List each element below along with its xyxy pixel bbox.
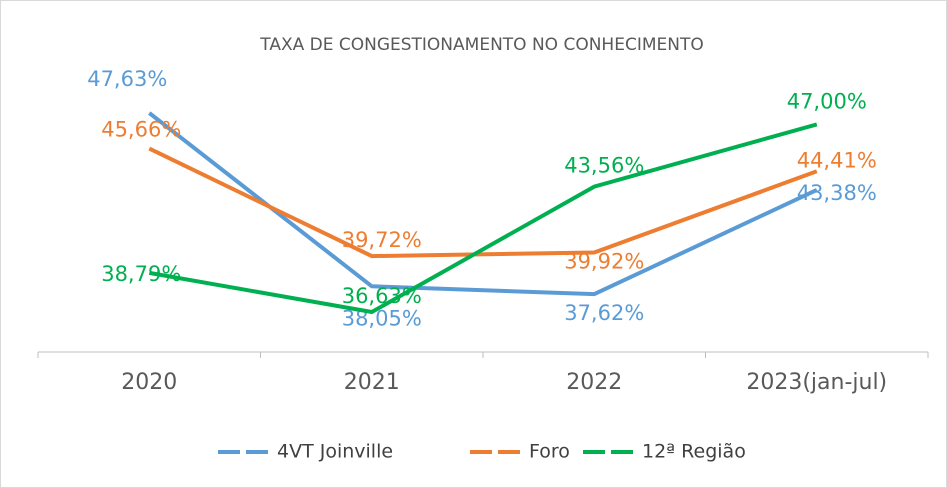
data-label: 38,79% bbox=[101, 262, 181, 286]
data-label: 47,00% bbox=[787, 89, 867, 113]
data-label: 44,41% bbox=[797, 148, 877, 172]
data-label: 39,72% bbox=[342, 228, 422, 252]
legend-label: Foro bbox=[529, 441, 570, 463]
data-label: 39,92% bbox=[564, 249, 644, 273]
data-label: 43,56% bbox=[564, 154, 644, 178]
series-line bbox=[148, 122, 818, 315]
series-line bbox=[148, 111, 818, 297]
x-tick-label: 2023(jan-jul) bbox=[746, 370, 887, 395]
x-tick-label: 2022 bbox=[566, 370, 622, 395]
data-label: 43,38% bbox=[797, 181, 877, 205]
x-tick-label: 2020 bbox=[121, 370, 177, 395]
chart-title: TAXA DE CONGESTIONAMENTO NO CONHECIMENTO bbox=[259, 35, 703, 55]
data-label: 45,66% bbox=[101, 118, 181, 142]
series-line bbox=[148, 146, 818, 259]
legend-label: 12ª Região bbox=[642, 441, 746, 463]
data-label: 37,62% bbox=[564, 301, 644, 325]
data-label: 36,63% bbox=[342, 284, 422, 308]
x-tick-label: 2021 bbox=[344, 370, 400, 395]
legend-label: 4VT Joinville bbox=[277, 441, 393, 463]
data-label: 47,63% bbox=[87, 67, 167, 91]
